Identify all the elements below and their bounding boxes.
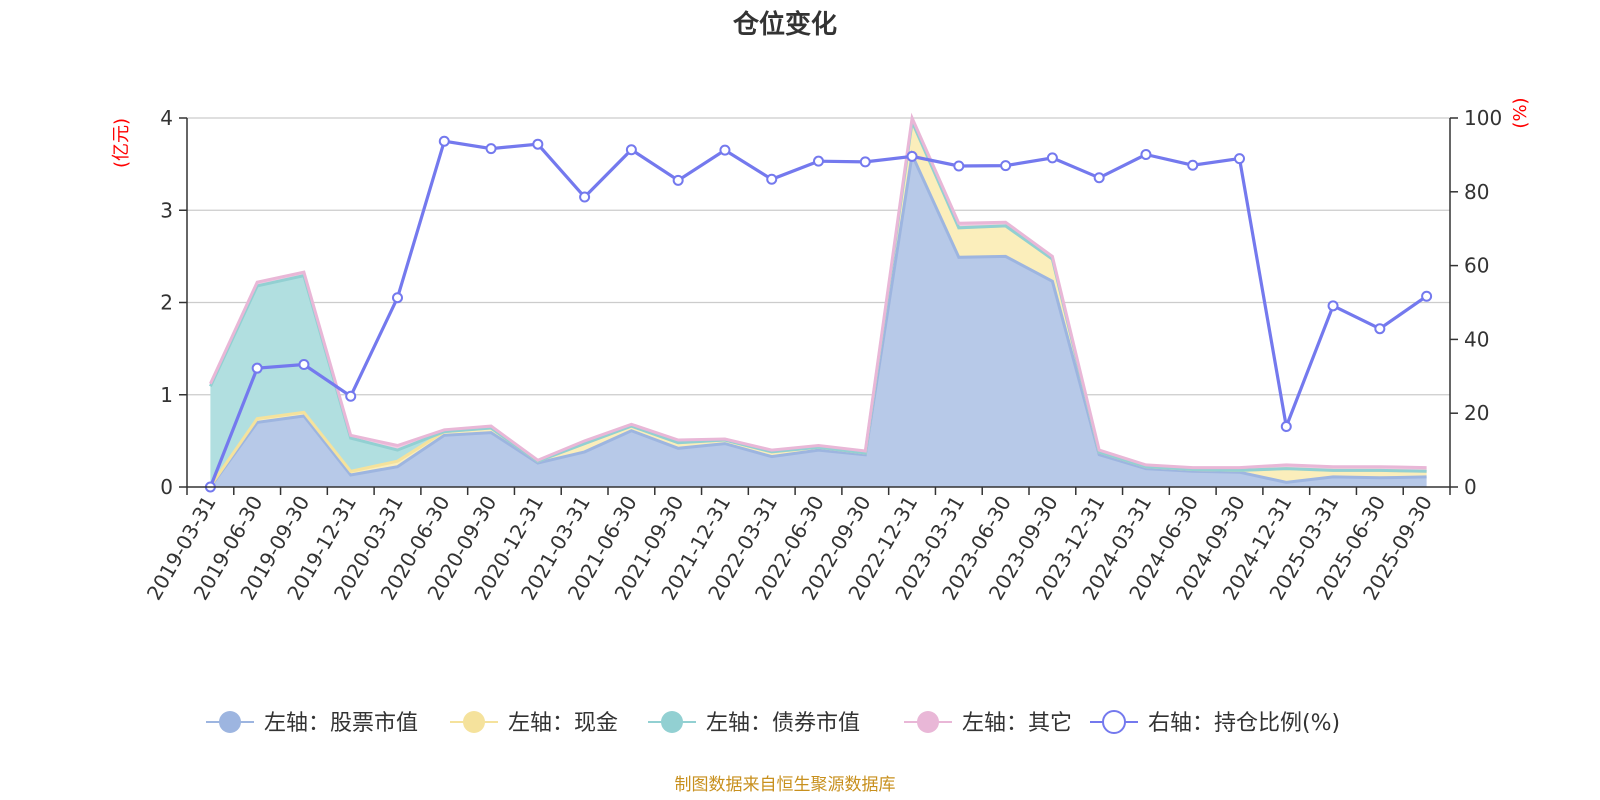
area-edge-1	[209, 149, 1427, 488]
legend-item[interactable]: 右轴：持仓比例(%)	[1090, 710, 1340, 736]
left-tick-label: 4	[160, 106, 173, 130]
ratio-point	[1421, 290, 1433, 302]
legend-item[interactable]: 左轴：股票市值	[206, 711, 418, 736]
ratio-point	[672, 174, 684, 186]
right-tick-label: 80	[1464, 180, 1489, 204]
legend-marker-circle	[463, 711, 485, 733]
ratio-point	[1327, 300, 1339, 312]
left-axis-unit: (亿元)	[111, 118, 132, 168]
ratio-point	[1000, 160, 1012, 172]
ratio-point	[1187, 159, 1199, 171]
right-tick-label: 100	[1464, 106, 1502, 130]
legend-label: 左轴：债券市值	[706, 711, 860, 736]
data-source-note: 制图数据来自恒生聚源数据库	[675, 775, 896, 795]
legend-item[interactable]: 左轴：债券市值	[648, 711, 860, 736]
area-edge-4	[209, 112, 1427, 470]
ratio-point	[579, 191, 591, 203]
ratio-point	[906, 150, 918, 162]
ratio-point	[859, 156, 871, 168]
left-tick-label: 0	[160, 475, 173, 499]
ratio-point	[766, 173, 778, 185]
ratio-point	[298, 358, 310, 370]
right-axis-unit: (%)	[1510, 97, 1531, 128]
left-tick-label: 3	[160, 198, 173, 222]
ratio-point	[1093, 172, 1105, 184]
legend-label: 左轴：现金	[508, 711, 618, 736]
area-edge-3	[209, 116, 1427, 473]
ratio-point	[485, 143, 497, 155]
ratio-point	[251, 362, 263, 374]
position-ratio-line	[204, 135, 1433, 493]
area-series-1	[210, 154, 1427, 487]
legend-item[interactable]: 左轴：其它	[904, 711, 1072, 736]
ratio-point	[953, 160, 965, 172]
area-series-4	[210, 118, 1427, 472]
ratio-point	[1374, 323, 1386, 335]
chart-title: 仓位变化	[732, 9, 837, 40]
legend-item[interactable]: 左轴：现金	[450, 711, 618, 736]
right-tick-label: 20	[1464, 401, 1489, 425]
ratio-point	[1280, 420, 1292, 432]
ratio-line-path	[208, 139, 1428, 488]
ratio-point	[345, 390, 357, 402]
ratio-point	[392, 292, 403, 304]
legend-label: 右轴：持仓比例(%)	[1148, 711, 1340, 736]
left-tick-label: 1	[160, 383, 173, 407]
ratio-point	[1140, 149, 1152, 161]
ratio-point	[1234, 153, 1245, 165]
right-tick-label: 40	[1464, 327, 1489, 351]
ratio-point	[438, 135, 450, 147]
ratio-point	[719, 144, 731, 156]
legend-marker-circle	[1102, 710, 1126, 734]
legend[interactable]: 左轴：股票市值 左轴：现金 左轴：债券市值 左轴：其它 右轴：持仓比例(%)	[206, 710, 1340, 736]
left-tick-label: 2	[160, 291, 173, 315]
right-tick-label: 60	[1464, 254, 1489, 278]
legend-marker-circle	[661, 711, 683, 733]
legend-label: 左轴：其它	[962, 711, 1072, 736]
legend-label: 左轴：股票市值	[264, 711, 418, 736]
right-tick-label: 0	[1464, 475, 1477, 499]
ratio-point	[532, 138, 544, 150]
ratio-point	[1046, 152, 1058, 164]
ratio-point	[813, 155, 824, 167]
ratio-point	[625, 144, 637, 156]
legend-marker-circle	[917, 711, 939, 733]
legend-marker-circle	[219, 711, 241, 733]
area-edges	[209, 112, 1427, 488]
